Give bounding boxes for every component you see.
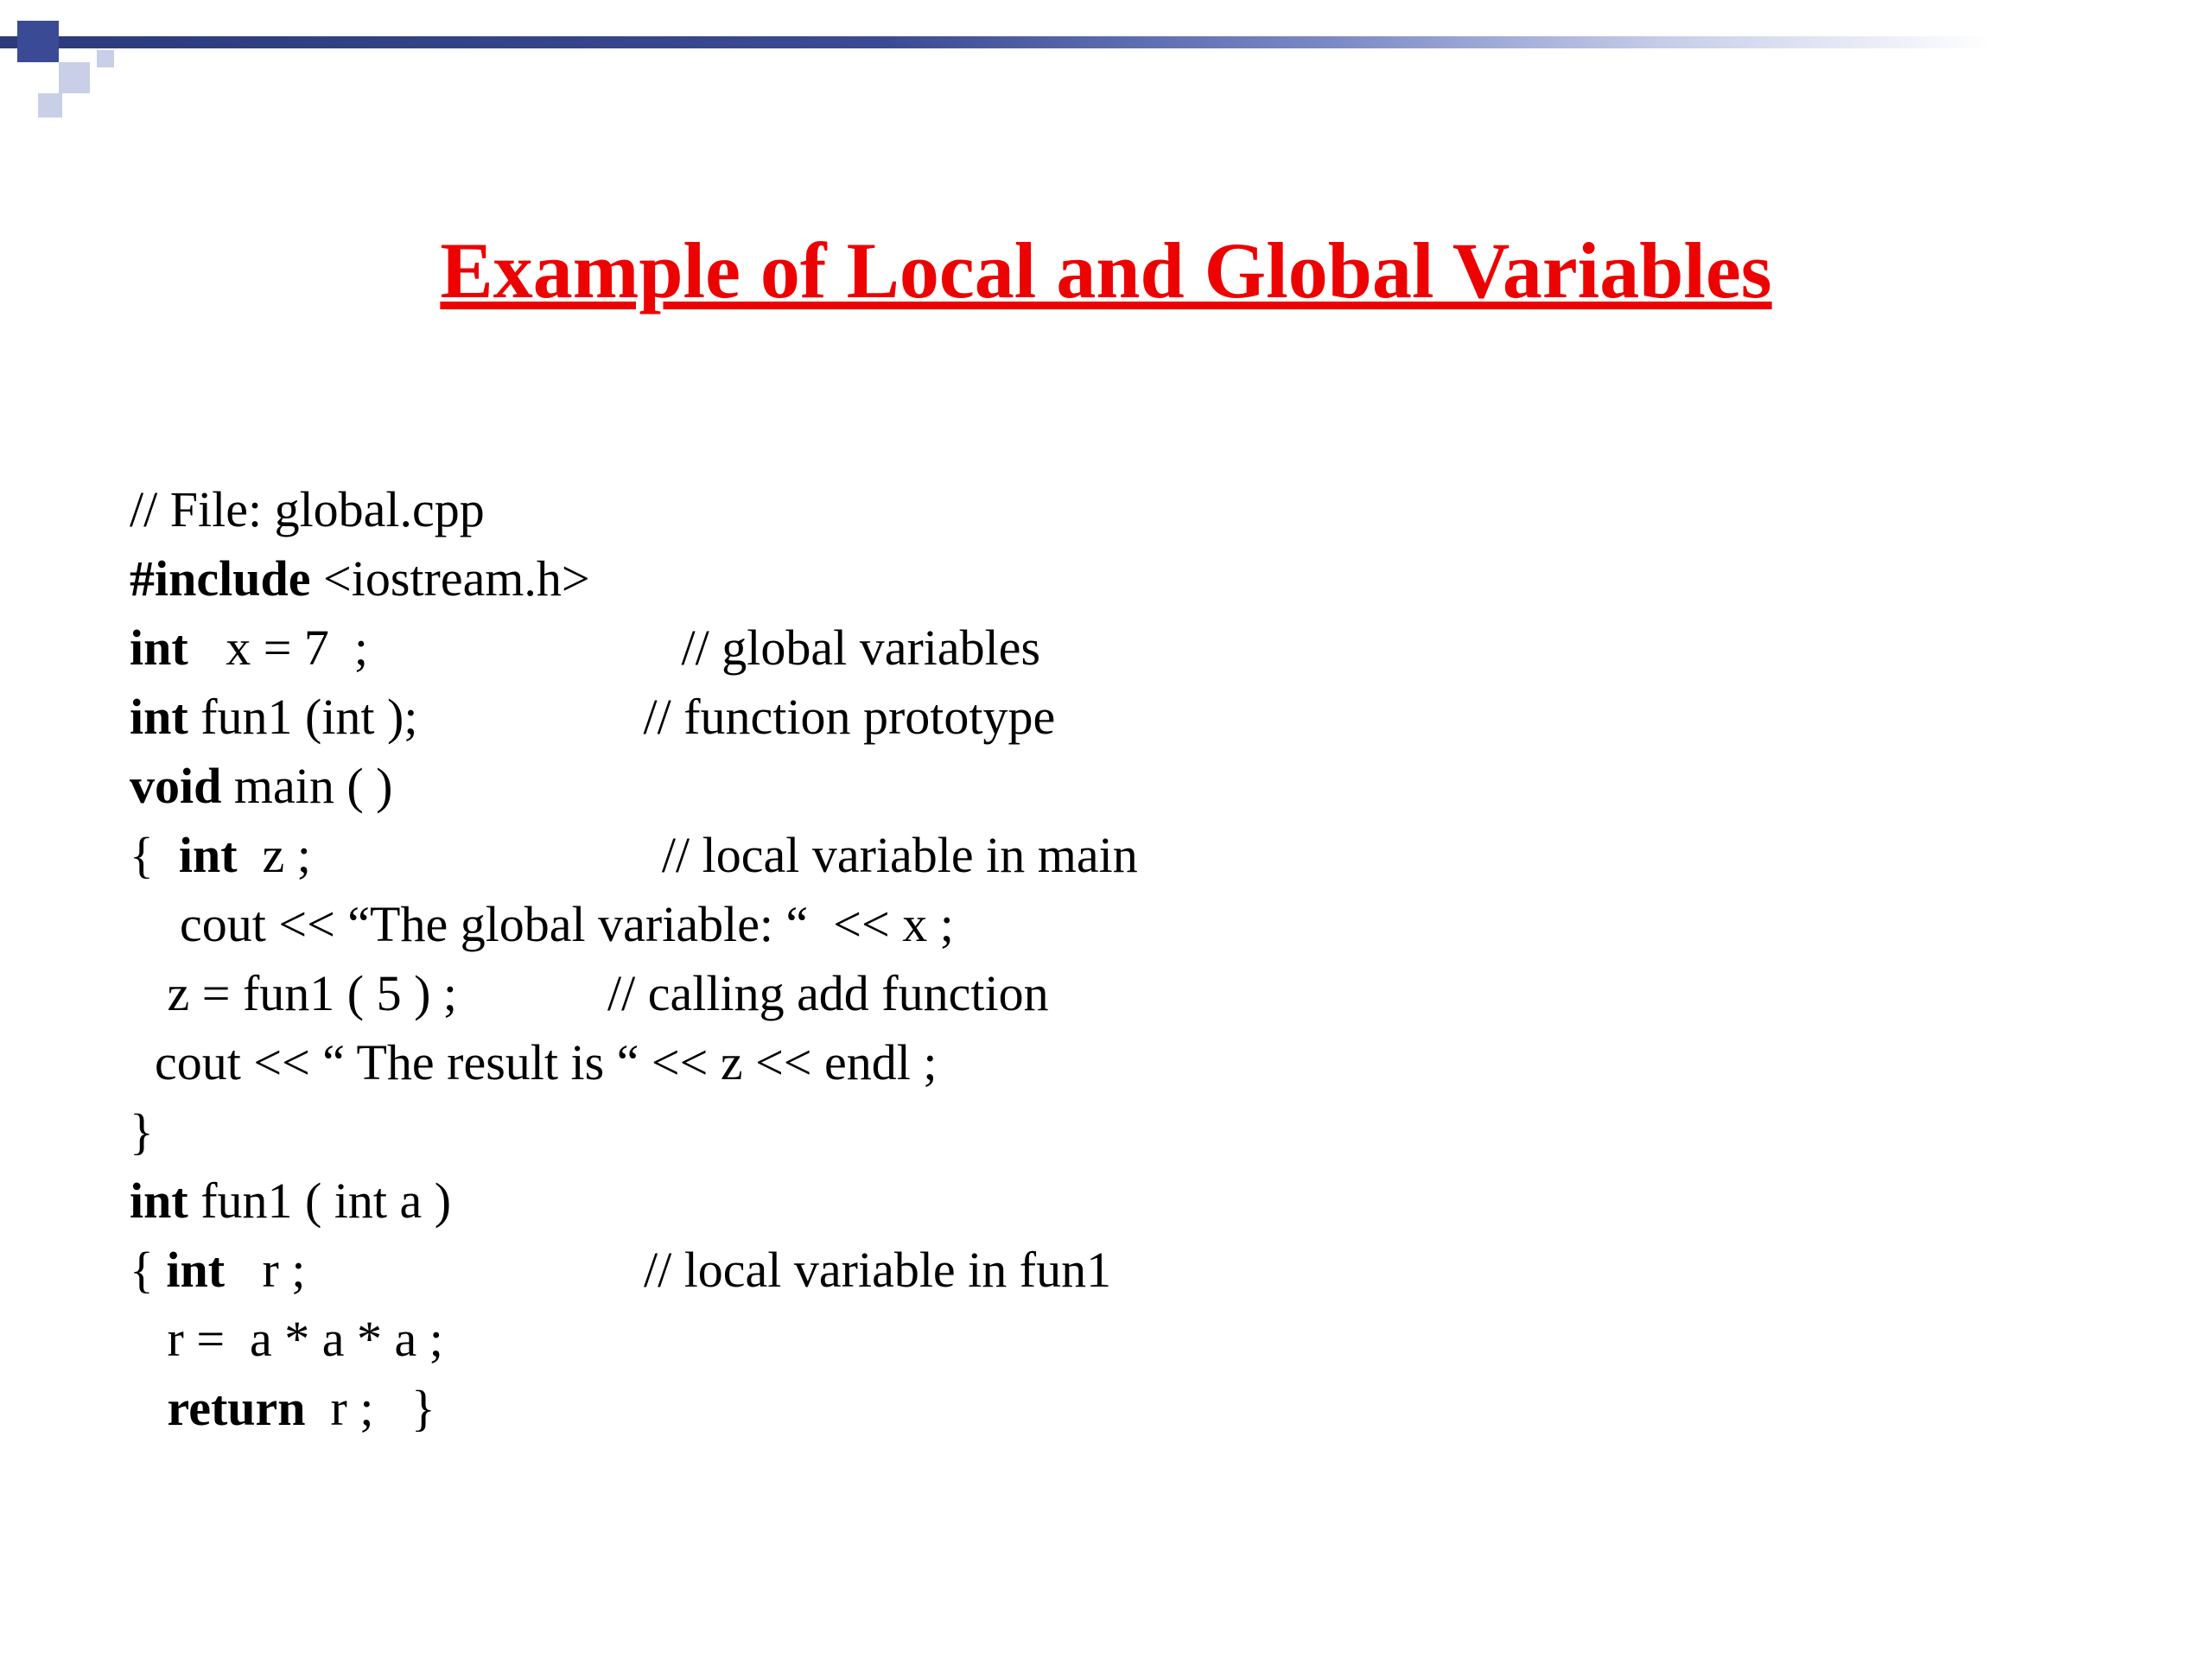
code-segment: int xyxy=(130,1173,188,1229)
code-segment: fun1 (int ); // function prototype xyxy=(188,689,1056,745)
code-line: cout << “The global variable: “ << x ; xyxy=(130,890,1138,959)
header-square-large xyxy=(17,21,59,62)
code-line: cout << “ The result is “ << z << endl ; xyxy=(130,1028,1138,1097)
code-line: } xyxy=(130,1097,1138,1166)
code-segment: { xyxy=(130,1242,166,1298)
code-segment: int xyxy=(130,620,188,676)
slide-title: Example of Local and Global Variables xyxy=(0,225,2212,316)
code-line: int x = 7 ; // global variables xyxy=(130,613,1138,683)
code-segment: r = a * a * a ; xyxy=(130,1311,443,1367)
code-segment xyxy=(130,1380,168,1436)
code-segment: // File: global.cpp xyxy=(130,481,485,537)
header-square-small xyxy=(97,50,114,67)
code-segment: void xyxy=(130,758,221,814)
code-segment: return xyxy=(168,1380,306,1436)
code-line: int fun1 (int ); // function prototype xyxy=(130,683,1138,752)
code-segment: r ; } xyxy=(306,1380,435,1436)
code-segment: } xyxy=(130,1103,154,1160)
code-segment: int xyxy=(130,689,188,745)
code-line: { int z ; // local variable in main xyxy=(130,821,1138,890)
code-segment: main ( ) xyxy=(221,758,392,814)
code-line: return r ; } xyxy=(130,1374,1138,1443)
code-segment: z ; // local variable in main xyxy=(238,827,1138,883)
code-segment: fun1 ( int a ) xyxy=(188,1173,451,1229)
code-segment: r ; // local variable in fun1 xyxy=(225,1242,1111,1298)
header-square-medium-1 xyxy=(59,62,90,93)
code-segment: int xyxy=(179,827,238,883)
code-segment: z = fun1 ( 5 ) ; // calling add function xyxy=(130,965,1049,1021)
header-gradient-bar xyxy=(0,36,2212,48)
code-segment: #include xyxy=(130,550,311,607)
code-line: r = a * a * a ; xyxy=(130,1305,1138,1374)
code-line: int fun1 ( int a ) xyxy=(130,1166,1138,1236)
code-segment: cout << “ The result is “ << z << endl ; xyxy=(130,1034,938,1090)
code-line: void main ( ) xyxy=(130,752,1138,821)
code-segment: { xyxy=(130,827,179,883)
code-segment: int xyxy=(166,1242,225,1298)
code-line: { int r ; // local variable in fun1 xyxy=(130,1236,1138,1305)
header-square-medium-2 xyxy=(38,93,62,118)
code-segment: cout << “The global variable: “ << x ; xyxy=(130,896,954,952)
code-segment: <iostream.h> xyxy=(311,550,590,607)
code-line: // File: global.cpp xyxy=(130,475,1138,544)
code-segment: x = 7 ; // global variables xyxy=(188,620,1040,676)
code-line: #include <iostream.h> xyxy=(130,544,1138,613)
code-line: z = fun1 ( 5 ) ; // calling add function xyxy=(130,959,1138,1028)
code-example: // File: global.cpp #include <iostream.h>… xyxy=(130,475,1138,1443)
slide-header-decoration xyxy=(0,0,2212,104)
